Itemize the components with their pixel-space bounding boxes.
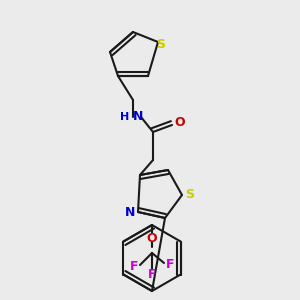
Text: F: F [166, 259, 174, 272]
Text: O: O [175, 116, 185, 130]
Text: O: O [147, 232, 157, 244]
Text: S: S [157, 38, 166, 52]
Text: F: F [130, 260, 138, 274]
Text: N: N [125, 206, 135, 218]
Text: S: S [185, 188, 194, 202]
Text: F: F [148, 268, 156, 281]
Text: H: H [120, 112, 130, 122]
Text: N: N [133, 110, 143, 124]
